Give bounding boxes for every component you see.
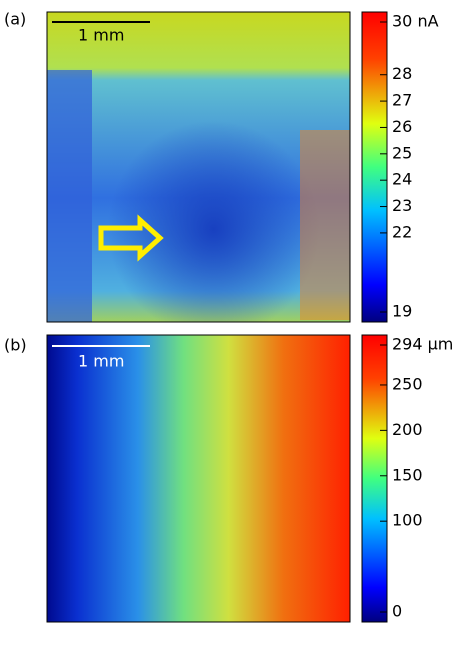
colorbar-tick-label: 30 nA	[392, 12, 439, 31]
height-map	[47, 335, 350, 622]
colorbar-tick-label: 23	[392, 196, 412, 215]
colorbar-tick-label: 22	[392, 222, 412, 241]
panel-label: (a)	[4, 10, 26, 29]
colorbar-tick-label: 150	[392, 465, 423, 484]
colorbar	[361, 334, 388, 623]
colorbar-tick-label: 25	[392, 143, 412, 162]
map-border	[46, 334, 351, 623]
map-border	[46, 11, 351, 323]
map-region	[47, 12, 350, 322]
panel-label: (b)	[4, 336, 27, 355]
colorbar	[361, 11, 388, 323]
colorbar-tick-label: 100	[392, 511, 423, 530]
scale-bar-label: 1 mm	[78, 352, 124, 371]
colorbar-tick-label: 24	[392, 170, 412, 189]
colorbar-tick-label: 19	[392, 302, 412, 321]
colorbar-tick-label: 294 μm	[392, 335, 453, 354]
colorbar-tick-label: 27	[392, 91, 412, 110]
colorbar-tick-label: 26	[392, 117, 412, 136]
panel-a	[46, 11, 351, 323]
colorbar-tick-label: 200	[392, 420, 423, 439]
colorbar-tick-label: 28	[392, 64, 412, 83]
arrow	[98, 214, 164, 262]
map-region	[300, 130, 350, 320]
colorbar-tick-label: 250	[392, 374, 423, 393]
scale-bar-label: 1 mm	[78, 26, 124, 45]
panel-b	[46, 334, 351, 623]
colorbar-tick-label: 0	[392, 602, 402, 621]
